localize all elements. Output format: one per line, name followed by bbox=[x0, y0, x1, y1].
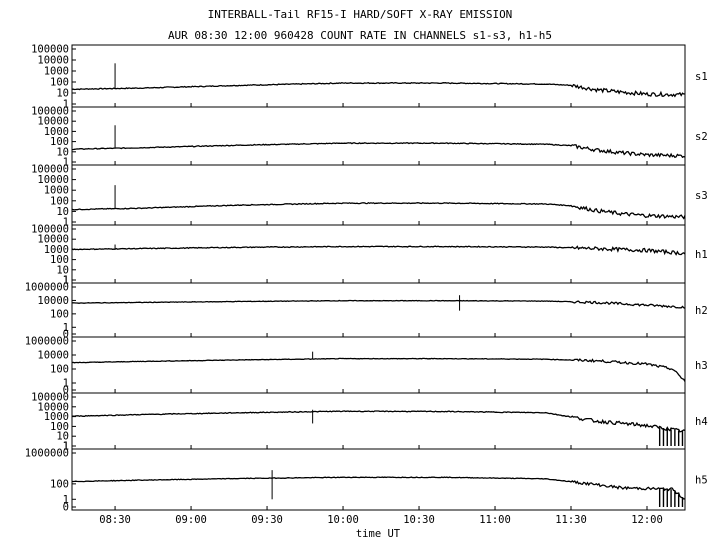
series-line-h3 bbox=[71, 357, 686, 382]
y-tick-label-h4: 10000 bbox=[37, 401, 69, 413]
channel-label-s1: s1 bbox=[695, 71, 708, 83]
y-tick-label-s2: 10 bbox=[56, 146, 69, 158]
y-tick-label-h5: 1 bbox=[63, 494, 69, 506]
x-tick-label: 12:00 bbox=[631, 514, 663, 526]
y-tick-label-s3: 10000 bbox=[37, 174, 69, 186]
y-tick-label-h1: 1 bbox=[63, 275, 69, 287]
series-line-h5 bbox=[72, 476, 686, 500]
x-tick-label: 09:00 bbox=[175, 514, 207, 526]
panel-frame-s2 bbox=[71, 106, 686, 166]
channel-label-h3: h3 bbox=[695, 360, 708, 372]
y-tick-label-s3: 1000 bbox=[44, 185, 69, 197]
y-tick-label-h2: 100 bbox=[50, 308, 69, 320]
y-tick-label-s3: 1 bbox=[63, 217, 69, 229]
channel-label-h1: h1 bbox=[695, 249, 708, 261]
y-tick-label-h1: 1 bbox=[63, 275, 69, 287]
y-tick-label-h1: 10000 bbox=[37, 234, 69, 246]
y-tick-label-h2: 10000 bbox=[37, 295, 69, 307]
y-tick-label-s3: 100 bbox=[50, 195, 69, 207]
y-tick-label-h5: 0 bbox=[63, 502, 69, 514]
x-tick-label: 11:30 bbox=[555, 514, 587, 526]
y-tick-label-h3: 10000 bbox=[37, 350, 69, 362]
channel-label-h2: h2 bbox=[695, 305, 708, 317]
series-line-h2 bbox=[71, 299, 686, 309]
y-tick-label-s1: 100 bbox=[50, 77, 69, 89]
y-tick-label-s1: 1000 bbox=[44, 66, 69, 78]
y-tick-label-s1: 10 bbox=[56, 88, 69, 100]
panel-frame-s3 bbox=[71, 164, 686, 226]
y-tick-label-s2: 1 bbox=[63, 157, 69, 169]
y-tick-label-h4: 100000 bbox=[31, 392, 69, 404]
series-line-h1 bbox=[71, 245, 686, 256]
y-tick-label-s2: 1000 bbox=[44, 126, 69, 138]
series-line-s3 bbox=[71, 201, 686, 220]
y-tick-label-h2: 0 bbox=[63, 329, 69, 341]
y-tick-label-h3: 0 bbox=[63, 385, 69, 397]
y-tick-label-h4: 1 bbox=[63, 441, 69, 453]
y-tick-label-h1: 10 bbox=[56, 264, 69, 276]
y-tick-label-h5: 1000000 bbox=[25, 448, 69, 460]
y-tick-label-h1: 1000 bbox=[44, 244, 69, 256]
y-tick-label-h1: 100 bbox=[50, 254, 69, 266]
y-tick-label-h4: 10 bbox=[56, 431, 69, 443]
channel-label-s3: s3 bbox=[695, 190, 708, 202]
y-tick-label-s1: 1 bbox=[63, 99, 69, 111]
y-tick-label-s2: 100 bbox=[50, 136, 69, 148]
series-line-h4 bbox=[72, 410, 686, 433]
x-tick-label: 09:30 bbox=[251, 514, 283, 526]
chart-title: INTERBALL-Tail RF15-I HARD/SOFT X-RAY EM… bbox=[207, 8, 513, 21]
x-axis-label: time UT bbox=[356, 528, 401, 540]
series-line-s2 bbox=[71, 142, 686, 159]
y-tick-label-h1: 100000 bbox=[31, 224, 69, 236]
panel-frame-h5 bbox=[71, 448, 686, 511]
y-tick-label-s1: 10000 bbox=[37, 55, 69, 67]
channel-label-s2: s2 bbox=[695, 131, 708, 143]
y-tick-label-s3: 100000 bbox=[31, 164, 69, 176]
y-tick-label-h2: 1 bbox=[63, 322, 69, 334]
y-tick-label-s2: 100000 bbox=[31, 106, 69, 118]
x-tick-label: 10:00 bbox=[327, 514, 359, 526]
x-tick-label: 11:00 bbox=[479, 514, 511, 526]
panel-frame-h2 bbox=[71, 282, 686, 338]
y-tick-label-h4: 1 bbox=[63, 441, 69, 453]
channel-label-h4: h4 bbox=[695, 416, 708, 428]
x-tick-label: 08:30 bbox=[99, 514, 131, 526]
y-tick-label-s1: 100000 bbox=[31, 44, 69, 56]
y-tick-label-h4: 100 bbox=[50, 421, 69, 433]
x-tick-label: 10:30 bbox=[403, 514, 435, 526]
y-tick-label-h4: 1000 bbox=[44, 411, 69, 423]
y-tick-label-s2: 10000 bbox=[37, 116, 69, 128]
panel-frame-h1 bbox=[71, 224, 686, 284]
y-tick-label-h3: 1000000 bbox=[25, 336, 69, 348]
channel-label-h5: h5 bbox=[695, 475, 708, 487]
series-line-s1 bbox=[72, 82, 686, 98]
panel-frame-s1 bbox=[71, 44, 686, 108]
y-tick-label-h3: 100 bbox=[50, 364, 69, 376]
y-tick-label-s3: 10 bbox=[56, 206, 69, 218]
y-tick-label-h3: 1 bbox=[63, 378, 69, 390]
panel-frame-h3 bbox=[71, 336, 686, 394]
y-tick-label-h5: 100 bbox=[50, 478, 69, 490]
y-tick-label-h2: 1000000 bbox=[25, 282, 69, 294]
chart-subtitle: AUR 08:30 12:00 960428 COUNT RATE IN CHA… bbox=[167, 29, 553, 42]
